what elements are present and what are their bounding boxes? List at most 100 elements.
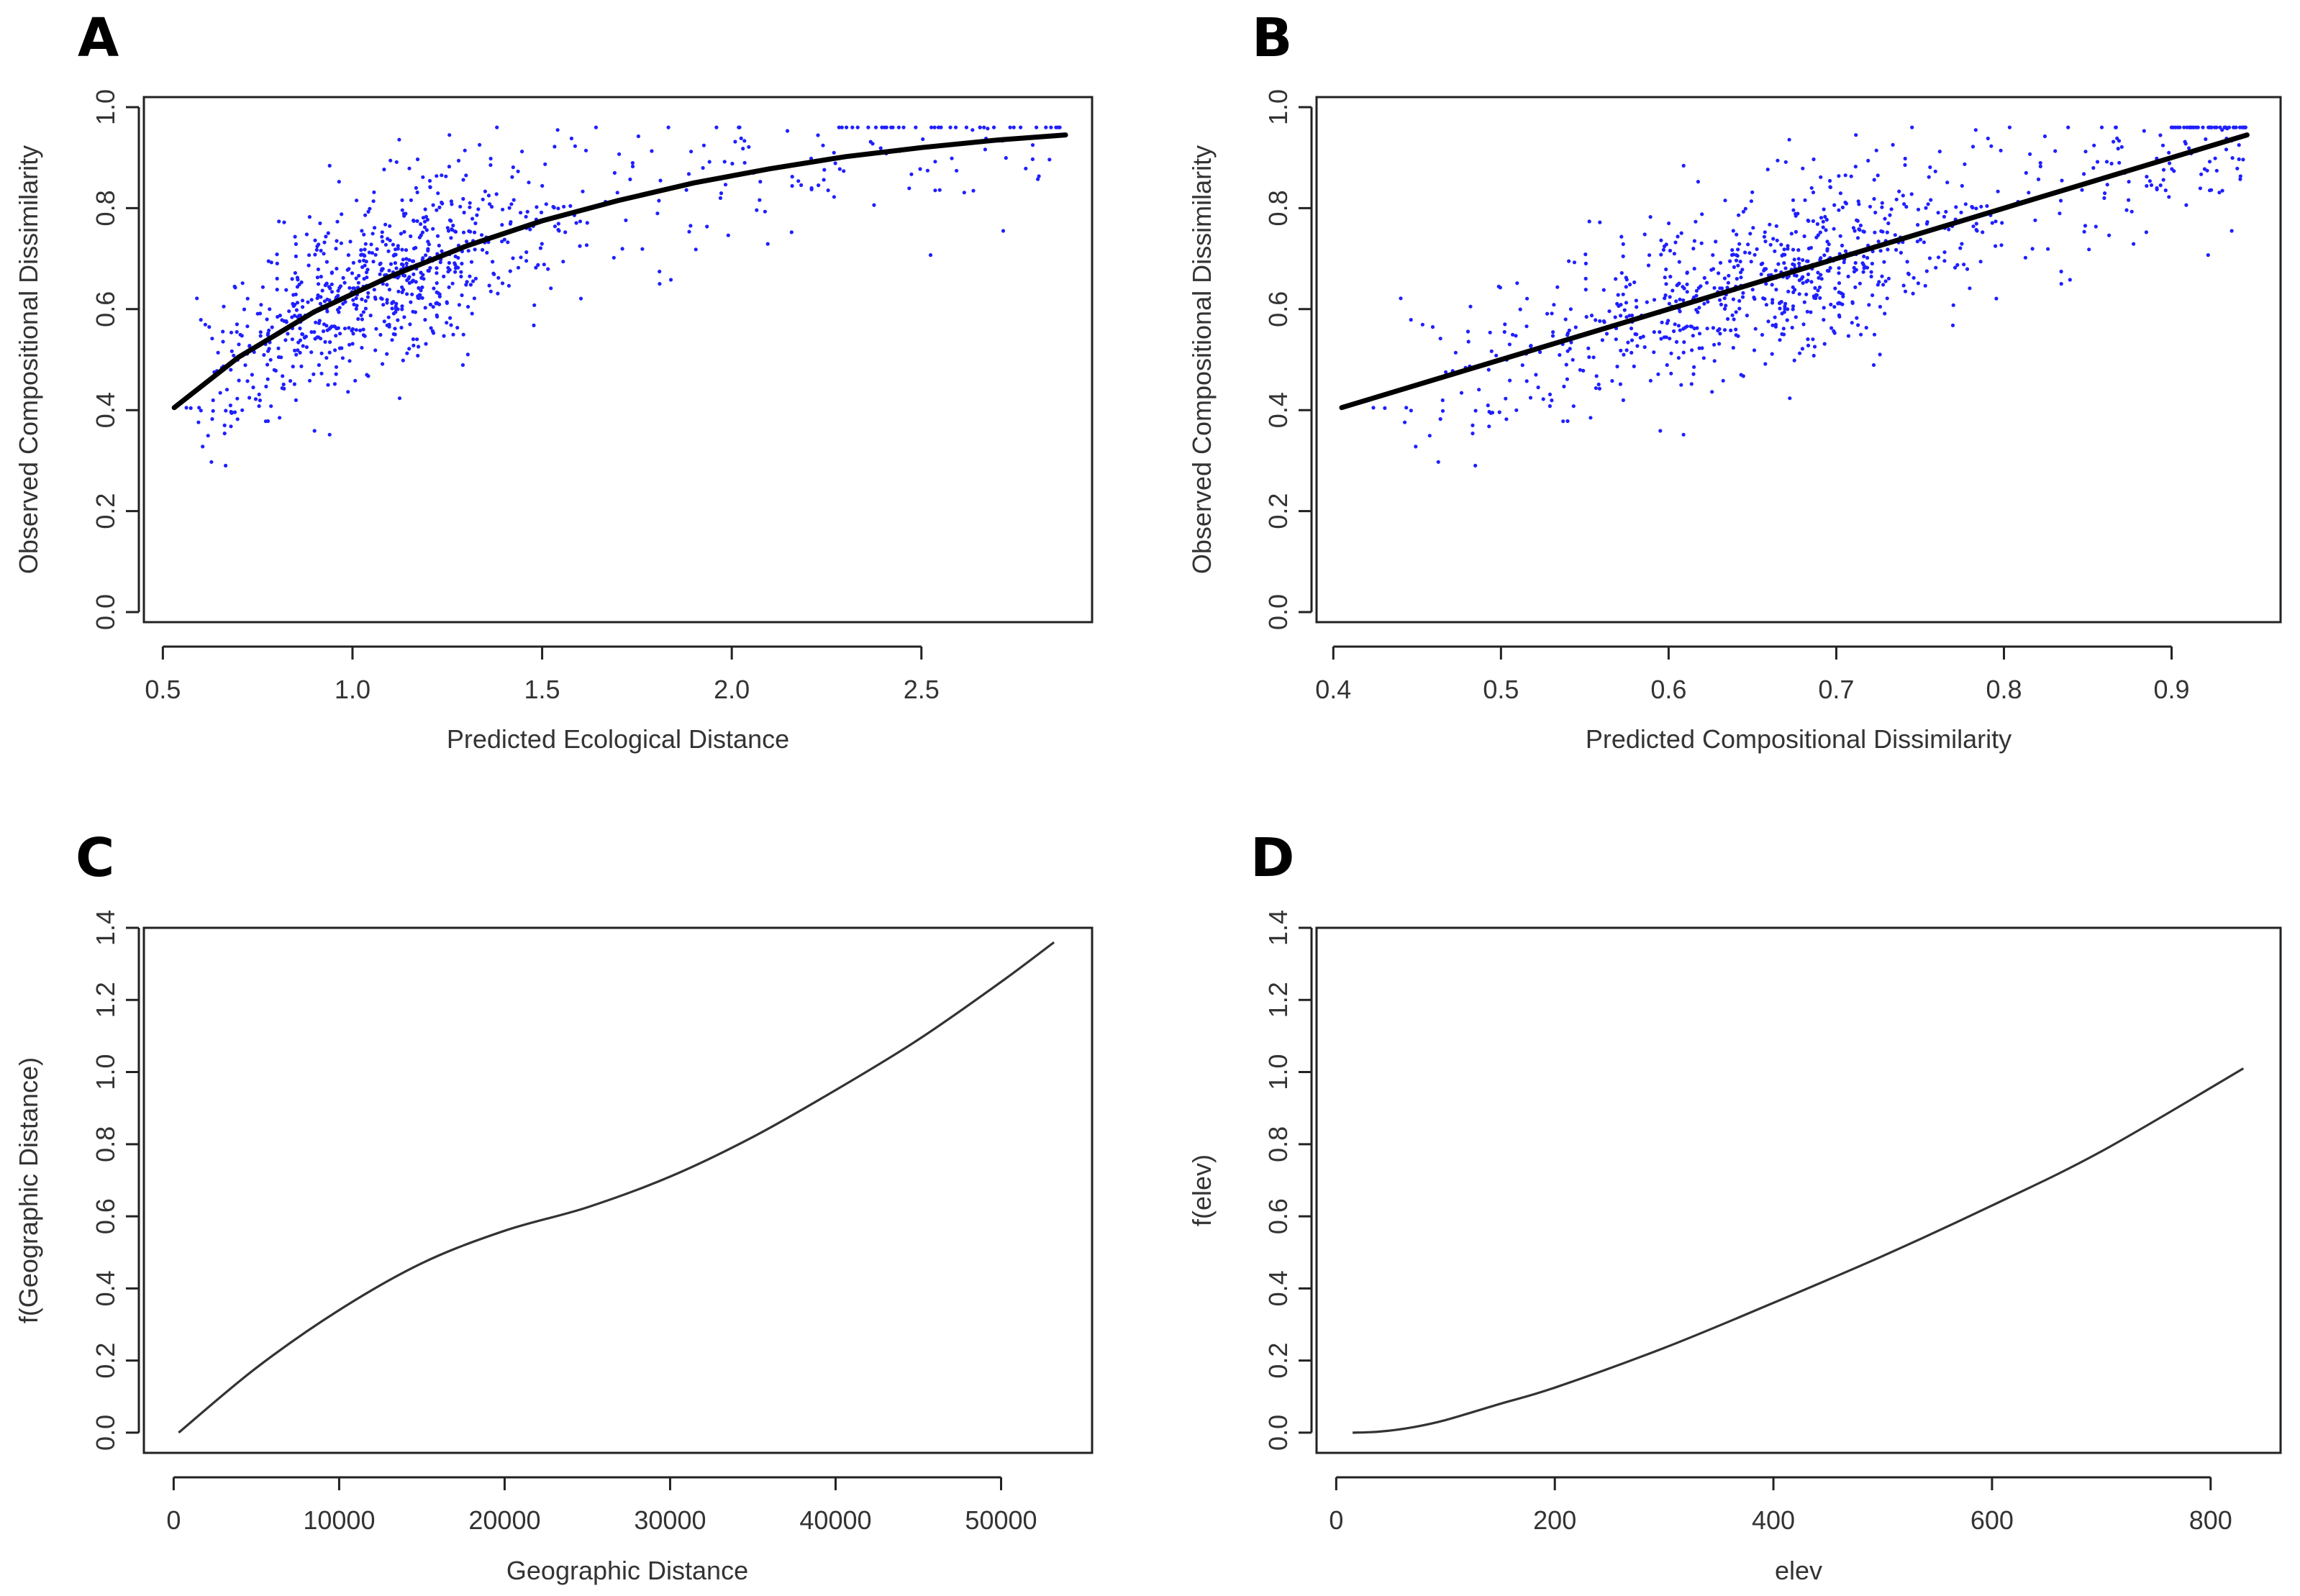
y-tick-label-b: 0.8 [1263, 190, 1293, 226]
data-point-a [224, 409, 228, 413]
data-point-a [718, 196, 723, 200]
data-point-b [1427, 434, 1432, 438]
data-point-b [1568, 347, 1572, 351]
data-point-b [1740, 268, 1745, 272]
y-axis-title-d: f(elev) [1187, 1154, 1217, 1226]
data-point-b [1677, 260, 1681, 264]
data-point-b [1716, 329, 1720, 333]
data-point-a [840, 125, 844, 129]
data-point-a [431, 227, 435, 231]
data-point-b [2147, 179, 2152, 183]
data-point-a [789, 230, 794, 234]
data-point-a [294, 254, 298, 258]
data-point-b [1862, 254, 1866, 259]
data-point-a [293, 234, 297, 239]
data-point-b [1858, 228, 1862, 232]
data-point-a [341, 275, 345, 280]
data-point-a [701, 165, 705, 170]
data-point-a [986, 127, 990, 131]
data-point-a [494, 192, 499, 196]
data-point-b [1787, 137, 1791, 142]
data-point-b [2161, 168, 2166, 172]
data-point-b [1473, 463, 1478, 468]
data-point-b [1712, 286, 1717, 290]
data-point-b [1979, 204, 1983, 209]
data-point-a [354, 306, 358, 311]
data-point-a [394, 247, 398, 252]
data-point-a [328, 286, 332, 291]
data-point-b [1627, 314, 1632, 318]
y-tick-label-d: 0.4 [1263, 1270, 1293, 1306]
data-point-a [327, 350, 332, 355]
data-point-a [309, 330, 314, 334]
data-point-b [1675, 283, 1679, 288]
data-point-a [294, 398, 298, 403]
data-point-b [1853, 260, 1858, 265]
data-point-b [1635, 344, 1640, 348]
data-point-a [302, 335, 306, 340]
data-point-a [319, 371, 324, 375]
data-point-a [334, 334, 338, 338]
data-point-b [1813, 286, 1817, 290]
data-point-b [1912, 275, 1916, 280]
data-point-b [2237, 157, 2241, 161]
data-point-b [1569, 340, 1573, 345]
data-point-b [1690, 348, 1694, 352]
data-point-b [1785, 318, 1789, 322]
data-point-a [307, 253, 312, 257]
data-point-a [500, 240, 504, 244]
data-point-a [388, 224, 392, 228]
y-tick-label-c: 0.2 [91, 1343, 120, 1379]
data-point-b [1629, 327, 1634, 331]
data-point-a [464, 173, 468, 178]
plot-frame-b [1315, 96, 2282, 624]
data-point-a [435, 314, 440, 319]
data-point-b [1856, 323, 1860, 327]
data-point-b [1768, 222, 1772, 227]
data-point-a [436, 291, 440, 296]
data-point-b [2238, 177, 2242, 181]
series-line-d [1353, 1067, 2245, 1434]
data-point-a [201, 444, 205, 449]
data-point-b [1817, 285, 1822, 290]
data-point-b [2129, 209, 2134, 214]
data-point-a [281, 374, 285, 378]
data-point-a [296, 340, 301, 345]
data-point-a [235, 322, 239, 327]
data-point-b [1632, 280, 1637, 285]
x-tick-label-b: 0.4 [1315, 675, 1351, 704]
data-point-a [267, 347, 271, 351]
panel-label-c: C [76, 827, 114, 889]
data-point-a [295, 301, 300, 305]
data-point-a [279, 355, 283, 360]
data-point-b [1781, 327, 1786, 331]
data-point-b [1565, 419, 1570, 424]
data-point-a [584, 243, 589, 247]
data-point-b [1660, 320, 1664, 324]
data-point-a [524, 214, 528, 219]
x-tick-label-b: 0.5 [1483, 675, 1519, 704]
data-point-b [1652, 350, 1656, 355]
data-point-a [421, 216, 426, 220]
data-point-a [358, 259, 362, 263]
data-point-a [361, 327, 365, 332]
data-point-a [444, 174, 448, 178]
data-point-b [1645, 300, 1649, 304]
data-point-a [259, 303, 263, 307]
data-point-b [1837, 271, 1841, 275]
data-point-b [1811, 219, 1815, 223]
data-point-b [1874, 148, 1878, 152]
data-point-a [380, 234, 384, 239]
data-point-b [1901, 193, 1905, 198]
data-point-a [424, 214, 429, 219]
data-point-b [1822, 253, 1827, 257]
data-point-a [381, 267, 385, 271]
data-point-a [388, 262, 394, 266]
data-point-b [1514, 408, 1519, 412]
data-point-a [242, 307, 247, 311]
data-point-a [553, 224, 558, 229]
data-point-a [410, 259, 415, 263]
data-point-b [1850, 300, 1855, 304]
data-point-b [1963, 202, 1968, 206]
